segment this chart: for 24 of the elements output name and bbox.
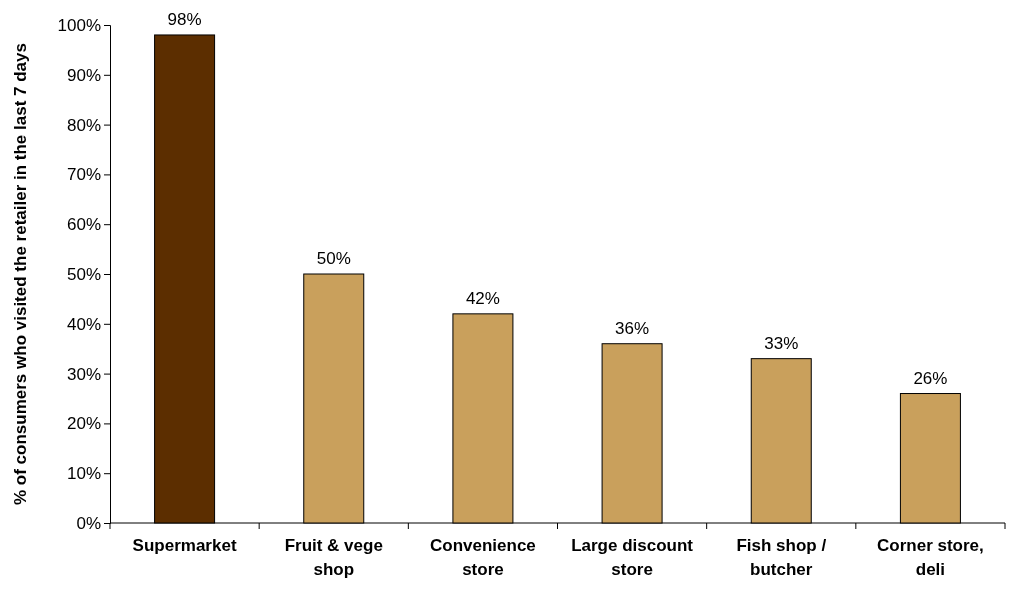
y-tick-label: 20%	[66, 414, 101, 434]
data-label: 42%	[465, 288, 500, 308]
data-label: 98%	[167, 9, 202, 29]
y-tick-label: 0%	[76, 513, 101, 533]
y-tick-label: 30%	[66, 364, 101, 384]
y-tick-label: 40%	[66, 314, 101, 334]
data-label: 50%	[316, 249, 351, 268]
x-tick-label: Supermarket	[132, 536, 237, 555]
y-tick-label: 90%	[66, 65, 101, 85]
x-tick-label: Large discount store	[571, 536, 694, 579]
x-tick-label: Fish shop / butcher	[736, 536, 827, 579]
y-tick-label: 10%	[66, 464, 101, 484]
x-tick-label: Fruit & vege shop	[284, 536, 383, 579]
y-tick-label: 100%	[57, 15, 101, 35]
data-label: 26%	[913, 368, 948, 388]
x-tick-label: Corner store, deli	[877, 536, 984, 579]
y-tick-label: 80%	[66, 115, 101, 135]
x-tick-label: Convenience store	[430, 536, 536, 579]
y-tick-label: 50%	[66, 264, 101, 284]
y-tick-label: 60%	[66, 215, 101, 235]
y-tick-label: 70%	[66, 165, 101, 185]
y-axis-title: % of consumers who visited the retailer in the last 7 days	[11, 43, 30, 505]
data-label: 36%	[615, 318, 650, 338]
data-label: 33%	[764, 333, 799, 353]
